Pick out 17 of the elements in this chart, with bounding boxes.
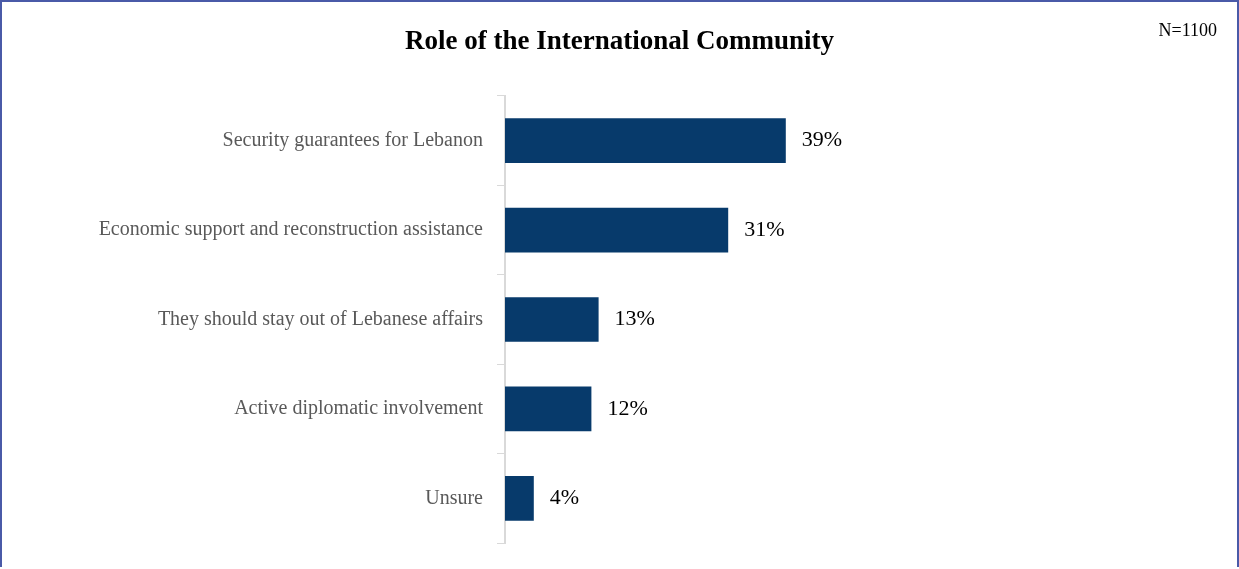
y-tick-label: They should stay out of Lebanese affairs [157, 306, 484, 330]
y-tick-label: Unsure [425, 485, 484, 508]
bar [505, 297, 599, 342]
text: N=1100 [1158, 19, 1217, 40]
y-tick-label: Security guarantees for Lebanon [222, 127, 483, 151]
y-tick-label: Economic support and reconstruction assistance [98, 217, 484, 241]
bar [505, 118, 786, 164]
data-label: 4% [549, 484, 580, 510]
data-label: 12% [607, 394, 648, 420]
bar [505, 475, 534, 521]
data-label: 31% [744, 215, 785, 241]
bar [505, 386, 592, 432]
bar [505, 207, 729, 253]
data-label: 39% [801, 126, 843, 152]
y-tick-label: Active diplomatic involvement [234, 396, 484, 420]
chart-title: Role of the International Community [405, 24, 835, 55]
data-label: 13% [614, 305, 655, 331]
